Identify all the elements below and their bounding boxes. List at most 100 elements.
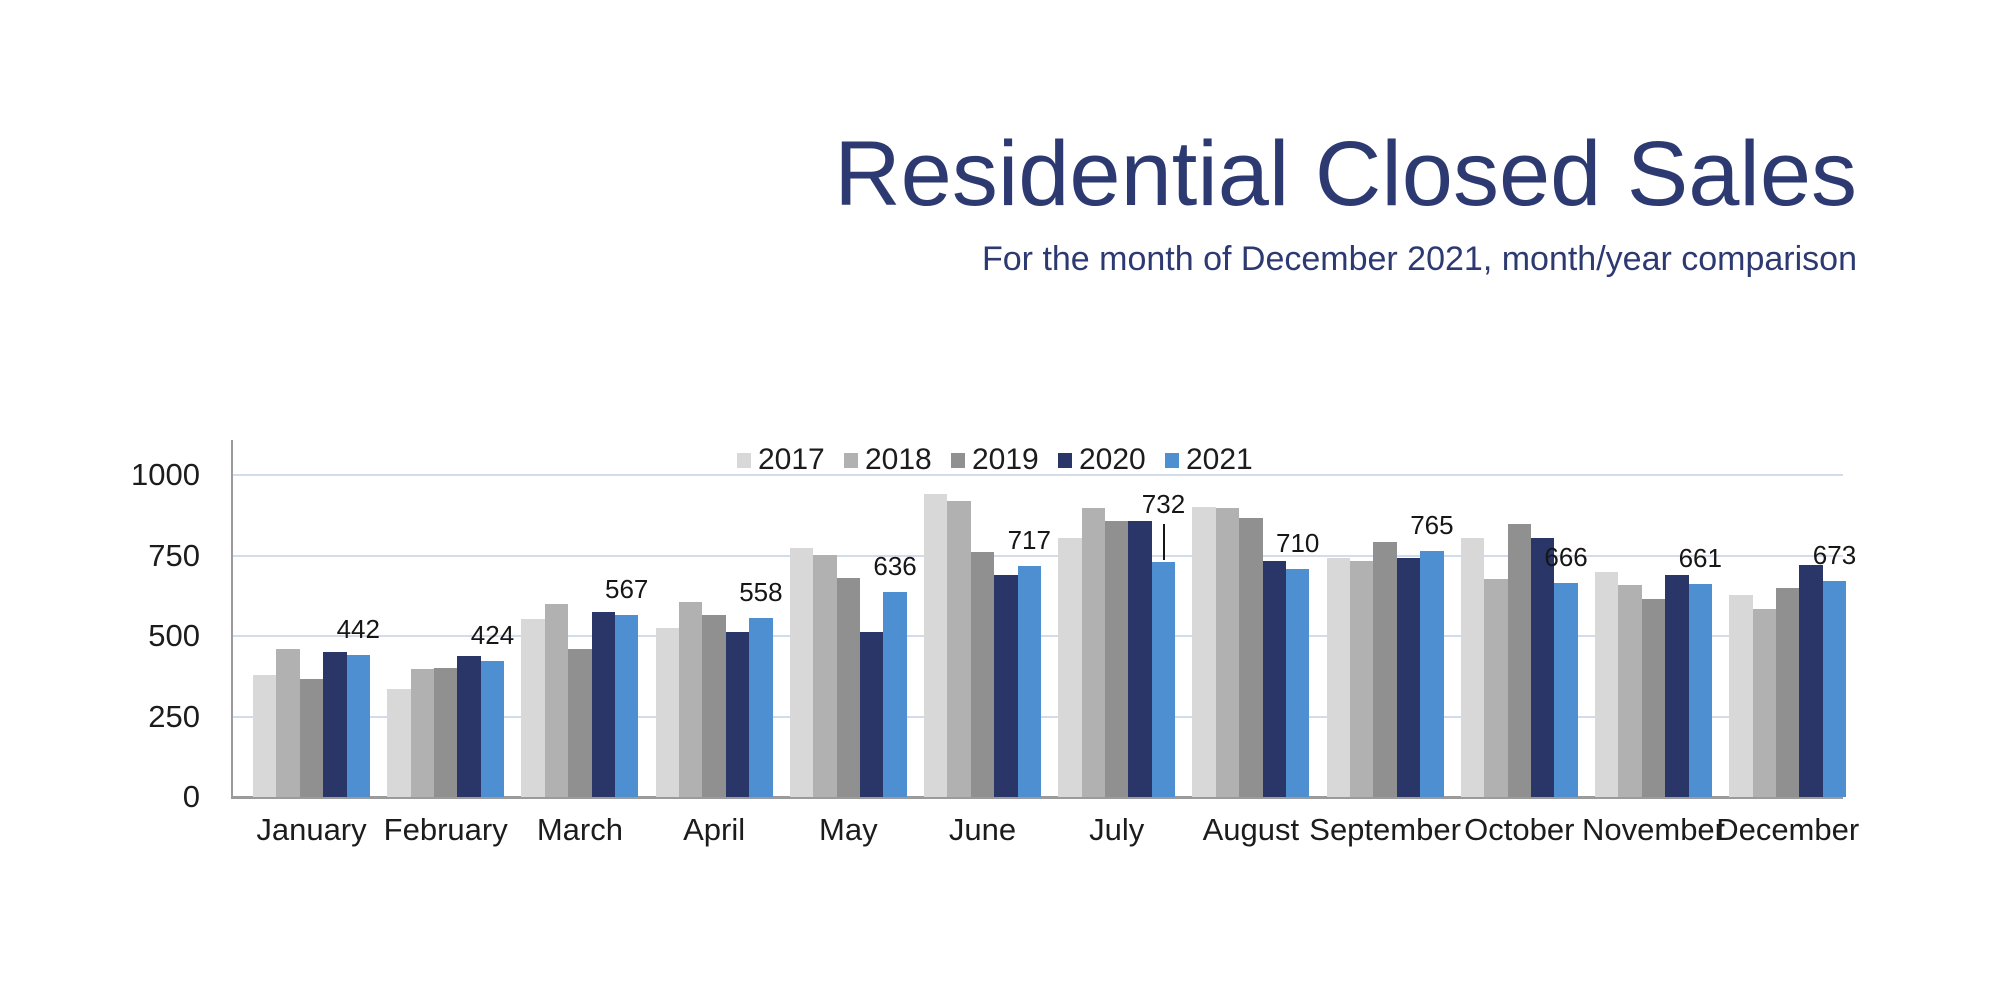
bar-2018-march <box>544 604 569 797</box>
legend-swatch-2020 <box>1058 452 1072 468</box>
bar-2018-december <box>1752 608 1776 797</box>
data-label-december: 673 <box>1812 539 1857 570</box>
chart-legend: 2017 2018 2019 2020 2021 <box>737 443 1253 477</box>
x-tick-november: November <box>1582 812 1725 847</box>
bar-2018-november <box>1618 584 1642 797</box>
y-tick-250: 250 <box>148 698 200 734</box>
bar-2019-april <box>702 614 726 797</box>
bar-2018-september <box>1350 561 1374 797</box>
bar-2020-october <box>1531 538 1555 797</box>
legend-label-2020: 2020 <box>1079 443 1146 476</box>
bar-2017-november <box>1595 571 1619 797</box>
bar-2021-january <box>346 654 370 797</box>
bar-2021-august <box>1286 568 1310 797</box>
bar-2021-october <box>1554 582 1578 797</box>
bar-2020-april <box>725 632 750 797</box>
legend-swatch-2021 <box>1165 452 1179 468</box>
gridline-750 <box>231 554 1843 557</box>
x-tick-march: March <box>536 812 623 847</box>
data-label-callout-line <box>1162 523 1165 560</box>
data-label-february: 424 <box>470 619 515 650</box>
x-tick-december: December <box>1716 812 1860 847</box>
bar-2021-december <box>1822 580 1847 797</box>
bar-2019-march <box>568 648 592 797</box>
bar-2018-october <box>1484 578 1508 797</box>
bar-2017-september <box>1326 558 1350 797</box>
bar-2017-june <box>924 493 948 797</box>
bar-2017-february <box>387 688 411 797</box>
data-label-january: 442 <box>336 613 380 644</box>
x-tick-august: August <box>1202 812 1300 847</box>
legend-label-2019: 2019 <box>972 443 1039 476</box>
bar-2017-january <box>253 675 277 797</box>
bar-2020-february <box>457 655 481 797</box>
x-tick-september: September <box>1309 812 1461 847</box>
bar-2019-january <box>299 678 324 797</box>
bar-2018-february <box>410 668 434 797</box>
legend-swatch-2017 <box>737 452 751 468</box>
bar-2021-june <box>1017 566 1041 797</box>
bar-2021-may <box>883 592 907 797</box>
bar-2021-february <box>480 660 505 797</box>
x-tick-may: May <box>819 812 878 847</box>
bar-2018-july <box>1081 507 1105 797</box>
bar-2020-september <box>1396 558 1421 797</box>
x-tick-april: April <box>683 812 746 847</box>
legend-label-2021: 2021 <box>1186 443 1253 476</box>
bar-2017-august <box>1192 507 1216 797</box>
bar-2018-april <box>679 601 703 797</box>
bar-2017-march <box>521 619 545 797</box>
legend-swatch-2018 <box>844 452 858 468</box>
bar-2021-september <box>1420 550 1444 797</box>
legend-item-2020: 2020 <box>1058 443 1146 477</box>
bar-2020-may <box>860 632 884 797</box>
bar-2020-january <box>323 651 347 797</box>
data-label-june: 717 <box>1007 525 1051 556</box>
bar-2018-may <box>813 554 837 797</box>
data-label-october: 666 <box>1544 541 1588 572</box>
bar-2017-october <box>1460 537 1485 797</box>
gridline-1000 <box>231 474 1843 477</box>
bar-2018-august <box>1215 508 1240 797</box>
y-axis-line <box>231 440 233 797</box>
bar-2019-november <box>1641 598 1666 797</box>
bar-2020-march <box>591 611 615 797</box>
data-label-november: 661 <box>1678 543 1722 574</box>
bar-2019-february <box>434 668 458 797</box>
chart-subtitle: For the month of December 2021, month/ye… <box>982 240 1857 278</box>
plot-area: 442 424 567 558 636 717 732 710 765 666 661 673 <box>231 440 1856 799</box>
x-tick-february: February <box>383 812 508 847</box>
bar-2021-november <box>1688 584 1712 797</box>
x-tick-october: October <box>1464 812 1575 847</box>
x-tick-july: July <box>1089 812 1145 847</box>
chart-title: Residential Closed Sales <box>834 123 1857 225</box>
bar-2017-may <box>789 548 814 797</box>
bar-2019-june <box>970 551 995 797</box>
bar-2019-august <box>1239 518 1263 797</box>
data-label-september: 765 <box>1410 509 1454 540</box>
legend-label-2017: 2017 <box>758 443 825 476</box>
legend-item-2018: 2018 <box>844 443 932 477</box>
chart-header: Residential Closed Sales For the month o… <box>300 124 1857 280</box>
legend-swatch-2019 <box>951 452 965 468</box>
bar-2019-september <box>1373 541 1397 797</box>
bar-2020-august <box>1262 561 1286 797</box>
bar-2021-july <box>1151 561 1176 797</box>
bar-2020-november <box>1665 575 1689 797</box>
data-label-august: 710 <box>1275 527 1320 558</box>
data-label-july: 732 <box>1141 488 1186 519</box>
bar-2019-october <box>1507 524 1531 797</box>
legend-item-2017: 2017 <box>737 443 825 477</box>
bar-2017-december <box>1729 594 1753 797</box>
y-tick-750: 750 <box>148 537 200 573</box>
y-tick-500: 500 <box>148 618 200 654</box>
bar-2019-may <box>836 578 860 797</box>
bar-2019-december <box>1776 587 1800 797</box>
x-axis-line <box>231 796 1843 799</box>
bar-2021-april <box>749 617 773 797</box>
bar-2017-april <box>655 628 679 797</box>
legend-label-2018: 2018 <box>865 443 932 476</box>
y-tick-0: 0 <box>182 779 200 814</box>
data-label-april: 558 <box>739 576 783 607</box>
